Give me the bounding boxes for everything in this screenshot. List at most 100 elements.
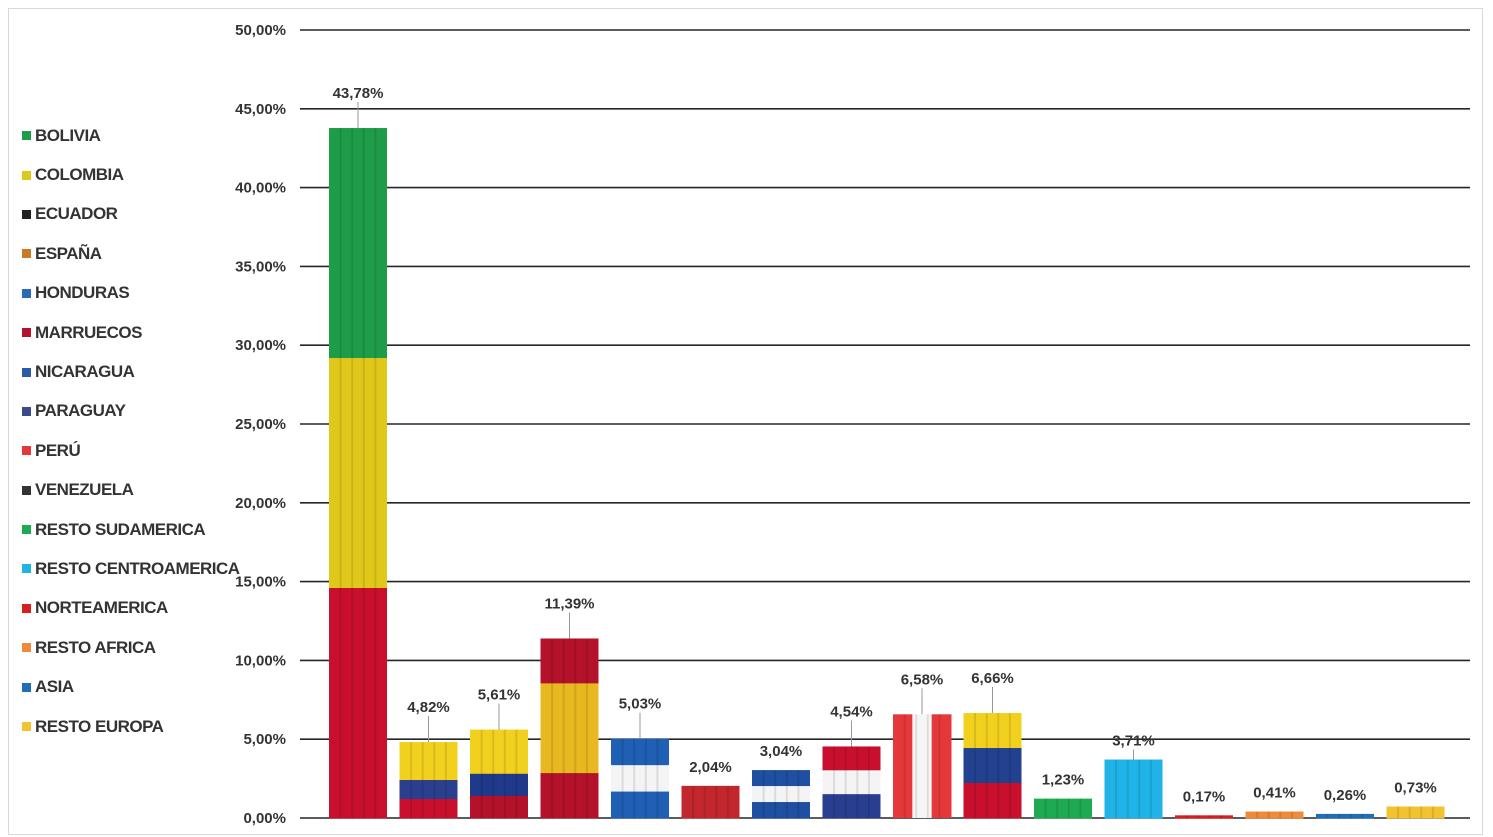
legend-label: RESTO AFRICA bbox=[35, 637, 156, 657]
bar-segment bbox=[1245, 811, 1304, 819]
legend-label: ASIA bbox=[35, 677, 74, 697]
bar-marruecos bbox=[681, 785, 740, 819]
bar-segment bbox=[470, 773, 528, 797]
legend-item: PERÚ bbox=[22, 431, 232, 470]
legend-item: HONDURAS bbox=[22, 274, 232, 313]
bar-segment bbox=[540, 638, 599, 684]
legend-item: COLOMBIA bbox=[22, 155, 232, 194]
legend-label: MARRUECOS bbox=[35, 322, 142, 342]
bar-segment bbox=[329, 358, 387, 589]
bar-segment bbox=[912, 714, 933, 818]
legend-item: ASIA bbox=[22, 667, 232, 706]
bar-norteamerica bbox=[1175, 815, 1233, 819]
bar-segment bbox=[1175, 815, 1233, 819]
bar-segment bbox=[893, 714, 913, 818]
bar-resto-europa bbox=[1386, 806, 1445, 819]
legend-label: RESTO SUDAMERICA bbox=[35, 519, 206, 539]
y-tick-label: 50,00% bbox=[235, 22, 286, 39]
bar-nicaragua bbox=[752, 770, 810, 819]
bar-segment bbox=[752, 786, 810, 803]
data-label: 43,78% bbox=[333, 85, 384, 102]
y-tick-label: 15,00% bbox=[235, 574, 286, 591]
bar-honduras bbox=[611, 738, 669, 819]
bar-segment bbox=[931, 714, 952, 818]
data-label: 4,54% bbox=[830, 703, 873, 720]
bar-segment bbox=[963, 748, 1022, 784]
legend-label: VENEZUELA bbox=[35, 480, 134, 500]
data-label: 4,82% bbox=[407, 699, 450, 716]
bar-segment bbox=[399, 799, 458, 819]
legend-label: PERÚ bbox=[35, 440, 81, 460]
legend-label: NORTEAMERICA bbox=[35, 598, 168, 618]
legend-label: BOLIVIA bbox=[35, 125, 101, 145]
y-tick-label: 35,00% bbox=[235, 258, 286, 275]
legend-item: ECUADOR bbox=[22, 195, 232, 234]
bar-segment bbox=[470, 751, 528, 775]
legend-item: VENEZUELA bbox=[22, 471, 232, 510]
bar-segment bbox=[822, 794, 881, 819]
legend-swatch bbox=[22, 367, 31, 377]
legend-swatch bbox=[22, 288, 31, 298]
bar-segment bbox=[1104, 759, 1163, 819]
legend-swatch bbox=[22, 249, 31, 259]
bar-segment bbox=[399, 780, 458, 800]
bar-segment bbox=[822, 746, 881, 771]
legend-swatch bbox=[22, 170, 31, 180]
y-tick-label: 40,00% bbox=[235, 180, 286, 197]
bar-segment bbox=[611, 791, 669, 819]
bar-segment bbox=[1386, 806, 1445, 819]
y-tick-label: 5,00% bbox=[243, 731, 286, 748]
legend-item: MARRUECOS bbox=[22, 313, 232, 352]
legend-swatch bbox=[22, 603, 31, 613]
data-label: 5,61% bbox=[478, 687, 521, 704]
data-label: 3,04% bbox=[760, 743, 803, 760]
legend-swatch bbox=[22, 209, 31, 219]
y-tick-label: 30,00% bbox=[235, 337, 286, 354]
legend-item: RESTO EUROPA bbox=[22, 707, 232, 746]
y-tick-label: 10,00% bbox=[235, 652, 286, 669]
legend-item: RESTO CENTROAMERICA bbox=[22, 549, 240, 588]
data-label: 0,41% bbox=[1253, 785, 1296, 802]
data-label: 1,23% bbox=[1042, 772, 1085, 789]
bar-asia bbox=[1316, 813, 1374, 819]
bar-espa-a bbox=[540, 638, 599, 819]
legend-label: HONDURAS bbox=[35, 283, 130, 303]
bar-segment bbox=[1034, 798, 1092, 819]
data-label: 11,39% bbox=[544, 595, 594, 612]
legend-item: ESPAÑA bbox=[22, 234, 232, 273]
legend-swatch bbox=[22, 525, 31, 535]
bar-segment bbox=[470, 729, 528, 753]
data-label: 6,58% bbox=[901, 671, 944, 688]
bar-segment bbox=[611, 738, 669, 766]
bar-segment bbox=[963, 713, 1022, 749]
data-label: 5,03% bbox=[619, 696, 662, 713]
legend-item: NORTEAMERICA bbox=[22, 589, 232, 628]
legend-label: RESTO EUROPA bbox=[35, 716, 164, 736]
bar-segment bbox=[752, 770, 810, 787]
data-label: 2,04% bbox=[689, 759, 732, 776]
bar-segment bbox=[329, 588, 387, 819]
bar-segment bbox=[399, 761, 458, 781]
legend-label: NICARAGUA bbox=[35, 362, 135, 382]
bar-colombia bbox=[399, 742, 458, 819]
legend-swatch bbox=[22, 406, 31, 416]
y-tick-label: 45,00% bbox=[235, 101, 286, 118]
bar-segment bbox=[611, 765, 669, 793]
data-label: 3,71% bbox=[1112, 733, 1155, 750]
data-label: 0,26% bbox=[1324, 787, 1367, 804]
bar-ecuador bbox=[470, 729, 528, 819]
bar-paraguay bbox=[822, 746, 881, 819]
bar-resto-centroamerica bbox=[1104, 759, 1163, 819]
legend-swatch bbox=[22, 682, 31, 692]
legend-swatch bbox=[22, 564, 31, 574]
legend-swatch bbox=[22, 722, 31, 732]
legend-item: RESTO SUDAMERICA bbox=[22, 510, 232, 549]
bar-segment bbox=[752, 802, 810, 819]
y-tick-label: 25,00% bbox=[235, 416, 286, 433]
bar-segment bbox=[822, 770, 881, 795]
bar-per- bbox=[893, 714, 952, 818]
data-label: 6,66% bbox=[971, 670, 1014, 687]
bar-resto-sudamerica bbox=[1034, 798, 1092, 819]
legend-item: RESTO AFRICA bbox=[22, 628, 232, 667]
